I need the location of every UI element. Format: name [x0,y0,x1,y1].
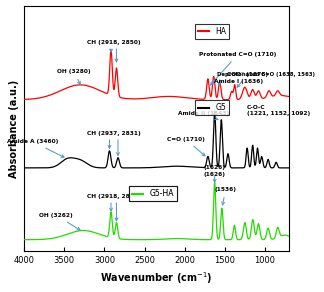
Text: Protonated C=O (1710): Protonated C=O (1710) [199,52,276,85]
Text: CH (2937, 2831): CH (2937, 2831) [87,131,141,136]
Text: CH (2918, 2850): CH (2918, 2850) [87,194,141,199]
Text: Amide II (1543): Amide II (1543) [178,111,229,120]
Text: Amide A (3460): Amide A (3460) [7,139,64,157]
X-axis label: Wavenumber (cm$^{-1}$): Wavenumber (cm$^{-1}$) [100,271,213,286]
Text: COO⁻ (1376): COO⁻ (1376) [227,72,268,87]
Y-axis label: Absorbance (a.u.): Absorbance (a.u.) [9,79,19,178]
Text: (1626): (1626) [204,165,226,182]
Text: (1626): (1626) [204,172,226,177]
Text: Deprotonated C=O (1638, 1563): Deprotonated C=O (1638, 1563) [217,72,315,77]
Text: OH (3262): OH (3262) [40,213,80,230]
Text: CH (2918, 2850): CH (2918, 2850) [87,40,141,45]
Text: C=O (1710): C=O (1710) [167,137,205,156]
Text: C-O-C
(1221, 1152, 1092): C-O-C (1221, 1152, 1092) [247,105,310,116]
Text: (1536): (1536) [214,187,237,205]
Text: Amide I (1636): Amide I (1636) [214,79,263,84]
Legend: G5-HA: G5-HA [129,186,177,201]
Text: OH (3280): OH (3280) [57,69,91,84]
